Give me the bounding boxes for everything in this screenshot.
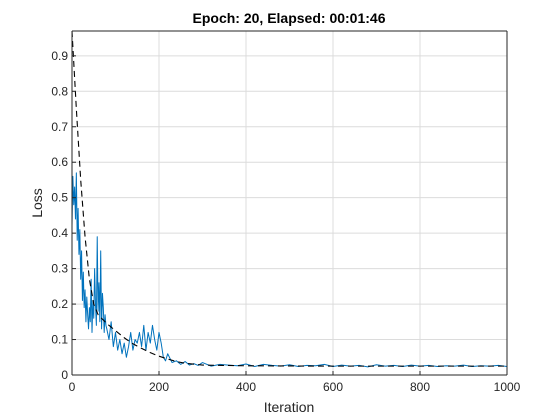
y-tick-label: 0.8 (51, 84, 68, 98)
y-tick-label: 0.7 (51, 120, 68, 134)
y-tick-label: 0.2 (51, 297, 68, 311)
chart-title: Epoch: 20, Elapsed: 00:01:46 (193, 10, 386, 26)
x-axis-title: Iteration (264, 399, 315, 415)
y-tick-label: 0.1 (51, 333, 68, 347)
y-tick-label: 0.9 (51, 49, 68, 63)
x-tick-label: 400 (236, 380, 256, 394)
x-tick-label: 1000 (494, 380, 521, 394)
plot-area (72, 31, 507, 375)
x-tick-label: 800 (410, 380, 430, 394)
y-axis-title: Loss (29, 188, 45, 218)
x-tick-label: 600 (323, 380, 343, 394)
x-tick-label: 0 (69, 380, 76, 394)
y-tick-label: 0 (61, 368, 68, 382)
y-tick-label: 0.5 (51, 191, 68, 205)
y-tick-label: 0.6 (51, 155, 68, 169)
y-tick-label: 0.3 (51, 262, 68, 276)
y-tick-label: 0.4 (51, 226, 68, 240)
x-tick-label: 200 (149, 380, 169, 394)
